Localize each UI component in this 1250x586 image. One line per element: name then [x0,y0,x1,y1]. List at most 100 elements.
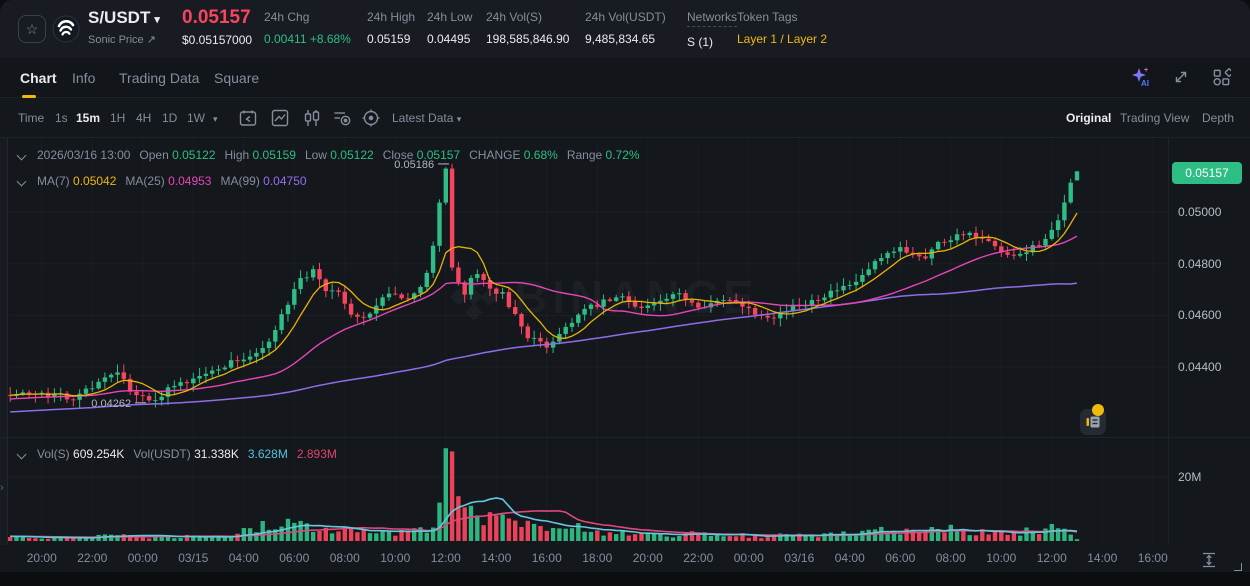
view-depth[interactable]: Depth [1202,111,1235,125]
time-tick-14-00: 14:00 [481,551,512,565]
time-tick-03-15: 03/15 [178,551,209,565]
time-tick-22-00: 22:00 [77,551,108,565]
ohlc-close: Close 0.05157 [382,148,461,162]
legend-ma-99: MA(99) 0.04750 [220,174,307,188]
chart-style-icon[interactable] [270,108,290,128]
view-original[interactable]: Original [1066,111,1112,125]
interval-1w[interactable]: 1W [187,111,205,125]
resize-corner-icon[interactable] [1234,563,1242,571]
vol-legend-2: 3.628M [247,447,288,461]
stat-label: 24h Vol(S) [486,10,543,24]
ohlc-legend: 2026/03/16 13:00 Open 0.05122 High 0.0515… [18,148,640,162]
jump-to-date-icon[interactable] [238,108,258,128]
pair-selector[interactable]: S/USDT ▾ Sonic Price ↗ [88,8,160,46]
stat-label: 24h Vol(USDT) [585,10,666,24]
latest-data-dropdown[interactable]: Latest Data ▾ [392,111,462,125]
interval-15m[interactable]: 15m [76,111,101,125]
settings-list-icon[interactable] [332,108,352,128]
interval-4h[interactable]: 4H [136,111,152,125]
time-tick-22-00: 22:00 [683,551,714,565]
tab-chart[interactable]: Chart [20,58,57,98]
time-tick-12-00: 12:00 [430,551,461,565]
stat-value: Layer 1 / Layer 2 [737,32,828,46]
external-link-icon: ↗ [146,34,156,46]
drawing-toolbar-collapsed [0,138,8,572]
time-tick-04-00: 04:00 [228,551,259,565]
chart-toolbar: Time 1s 15m 1H 4H 1D 1W ▾ Latest Data ▾ Or [0,98,1250,138]
chart-panel-background [0,138,1250,572]
vol-legend-1: Vol(USDT) 31.338K [133,447,239,461]
legend-ma-25: MA(25) 0.04953 [125,174,212,188]
stat-networks[interactable]: Networks S (1) [687,10,738,49]
price-axis-divider [1168,138,1169,572]
stat-label: 24h Low [427,10,473,24]
expand-icon[interactable] [1170,66,1192,88]
panel-expand-icon[interactable]: › [0,482,4,494]
volume-legend: Vol(S) 609.254K Vol(USDT) 31.338K 3.628M 2.… [18,447,337,461]
stat-24h-high: 24h High 0.05159 [367,10,415,46]
interval-dropdown[interactable]: ▾ [213,114,218,124]
collapse-volume-icon[interactable] [18,450,26,458]
interval-1h[interactable]: 1H [110,111,126,125]
ma-legend: MA(7) 0.05042 MA(25) 0.04953 MA(99) 0.0475… [18,174,307,188]
sonic-logo [52,15,80,43]
stat-value: 0.00411 +8.68% [264,32,351,46]
interval-1d[interactable]: 1D [162,111,178,125]
volume-tick-20M: 20M [1178,470,1202,484]
svg-text:AI: AI [1141,79,1149,88]
time-tick-10-00: 10:00 [986,551,1017,565]
coin-price-link[interactable]: Sonic Price ↗ [88,34,156,46]
chart-settings-icon[interactable] [361,108,381,128]
tab-info[interactable]: Info [72,70,96,86]
time-tick-00-00: 00:00 [733,551,764,565]
time-tick-20-00: 20:00 [26,551,57,565]
time-tick-14-00: 14:00 [1087,551,1118,565]
ohlc-low: Low 0.05122 [304,148,374,162]
last-price: 0.05157 [182,7,251,28]
stat-value: 0.05159 [367,32,411,46]
price-tick-0.04600: 0.04600 [1178,308,1222,323]
ohlc-range: Range 0.72% [566,148,640,162]
stat-24h-vol-s: 24h Vol(S) 198,585,846.90 [486,10,569,46]
pane-divider[interactable] [0,437,1250,438]
stat-value: 198,585,846.90 [486,32,570,46]
price-block: 0.05157 $0.05157000 [182,7,252,47]
time-tick-06-00: 06:00 [885,551,916,565]
tab-square[interactable]: Square [214,70,260,86]
stat-label: Token Tags [737,10,798,24]
axis-scale-icon[interactable] [1200,551,1218,569]
collapse-ma-icon[interactable] [18,177,26,185]
binance-watermark: BINANCE [448,270,759,324]
grid-layout-icon[interactable] [1210,66,1232,88]
binance-logo-icon [450,273,498,321]
alert-dot[interactable] [1092,404,1104,416]
view-trading-view[interactable]: Trading View [1120,111,1190,125]
interval-time[interactable]: Time [18,111,45,125]
vol-legend-0: Vol(S) 609.254K [37,447,125,461]
ai-assistant-icon[interactable]: + AI [1130,66,1152,88]
indicators-icon[interactable] [302,108,322,128]
time-tick-03-16: 03/16 [784,551,815,565]
svg-text:+: + [1144,67,1148,74]
interval-1s[interactable]: 1s [55,111,68,125]
stat-value: 0.04495 [427,32,471,46]
time-axis[interactable] [0,545,1250,572]
tab-trading-data[interactable]: Trading Data [119,70,200,86]
time-tick-04-00: 04:00 [834,551,865,565]
favorite-button[interactable]: ☆ [18,15,46,43]
legend-ma-7: MA(7) 0.05042 [37,174,117,188]
stat-token-tags[interactable]: Token Tags Layer 1 / Layer 2 [737,10,827,46]
tab-bar-icons: + AI [1130,66,1232,88]
time-tick-12-00: 12:00 [1036,551,1067,565]
chevron-down-icon: ▾ [154,14,160,26]
bottom-strip [0,572,1250,586]
pair-name: S/USDT [88,8,151,27]
collapse-ohlc-icon[interactable] [18,151,26,159]
stat-label: 24h High [367,10,416,24]
vol-legend-3: 2.893M [296,447,337,461]
high-price-annotation: 0.05186 [394,159,434,171]
time-tick-08-00: 08:00 [935,551,966,565]
star-icon: ☆ [25,20,39,37]
low-price-annotation: 0.04262 [91,398,131,410]
